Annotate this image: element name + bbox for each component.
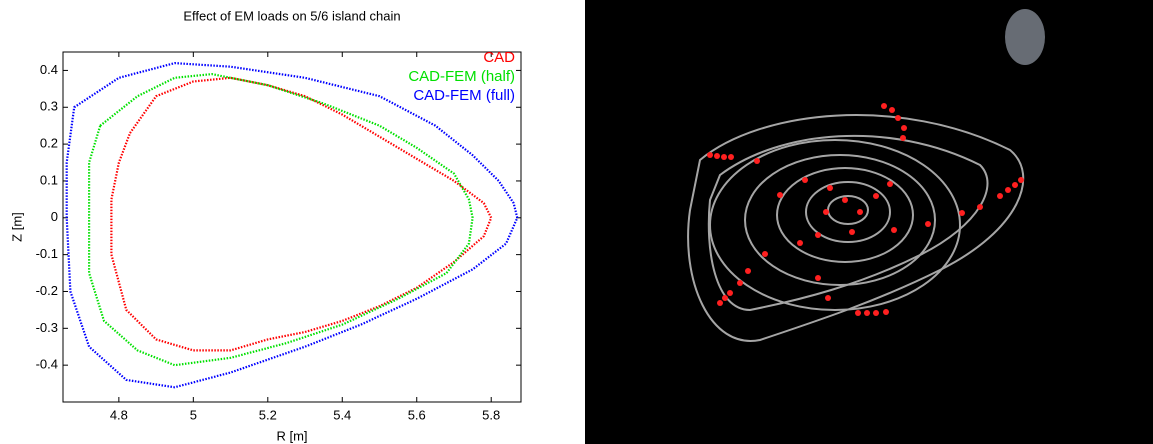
y-tick-label: 0.2 (40, 136, 58, 151)
y-tick-label: -0.3 (36, 320, 58, 335)
x-tick-label: 4.8 (110, 407, 128, 422)
glare (1005, 9, 1045, 65)
legend-entry: CAD-FEM (full) (413, 87, 515, 104)
flux-rings (687, 114, 1025, 342)
plot-frame (62, 51, 522, 403)
chart-title: Effect of EM loads on 5/6 island chain (183, 8, 400, 23)
y-tick-label: -0.2 (36, 283, 58, 298)
y-tick-label: 0.1 (40, 172, 58, 187)
photo-background (585, 0, 1153, 444)
series-curve (88, 72, 474, 367)
x-tick-label: 5.6 (408, 407, 426, 422)
y-tick-label: 0 (51, 209, 58, 224)
legend-entry: CAD (483, 49, 515, 66)
x-tick-label: 5.4 (333, 407, 351, 422)
y-tick-label: -0.4 (36, 357, 58, 372)
y-tick-label: 0.3 (40, 99, 58, 114)
series-curve (65, 61, 519, 389)
photo (585, 0, 1153, 444)
x-tick-label: 5.2 (259, 407, 277, 422)
markers (707, 103, 1024, 316)
x-axis-label: R [m] (276, 428, 307, 443)
legend-entry: CAD-FEM (half) (408, 68, 515, 85)
y-tick-label: -0.1 (36, 246, 58, 261)
y-tick-label: 0.4 (40, 62, 58, 77)
x-tick-label: 5.8 (482, 407, 500, 422)
y-axis-label: Z [m] (9, 212, 24, 242)
x-tick-label: 5 (190, 407, 197, 422)
